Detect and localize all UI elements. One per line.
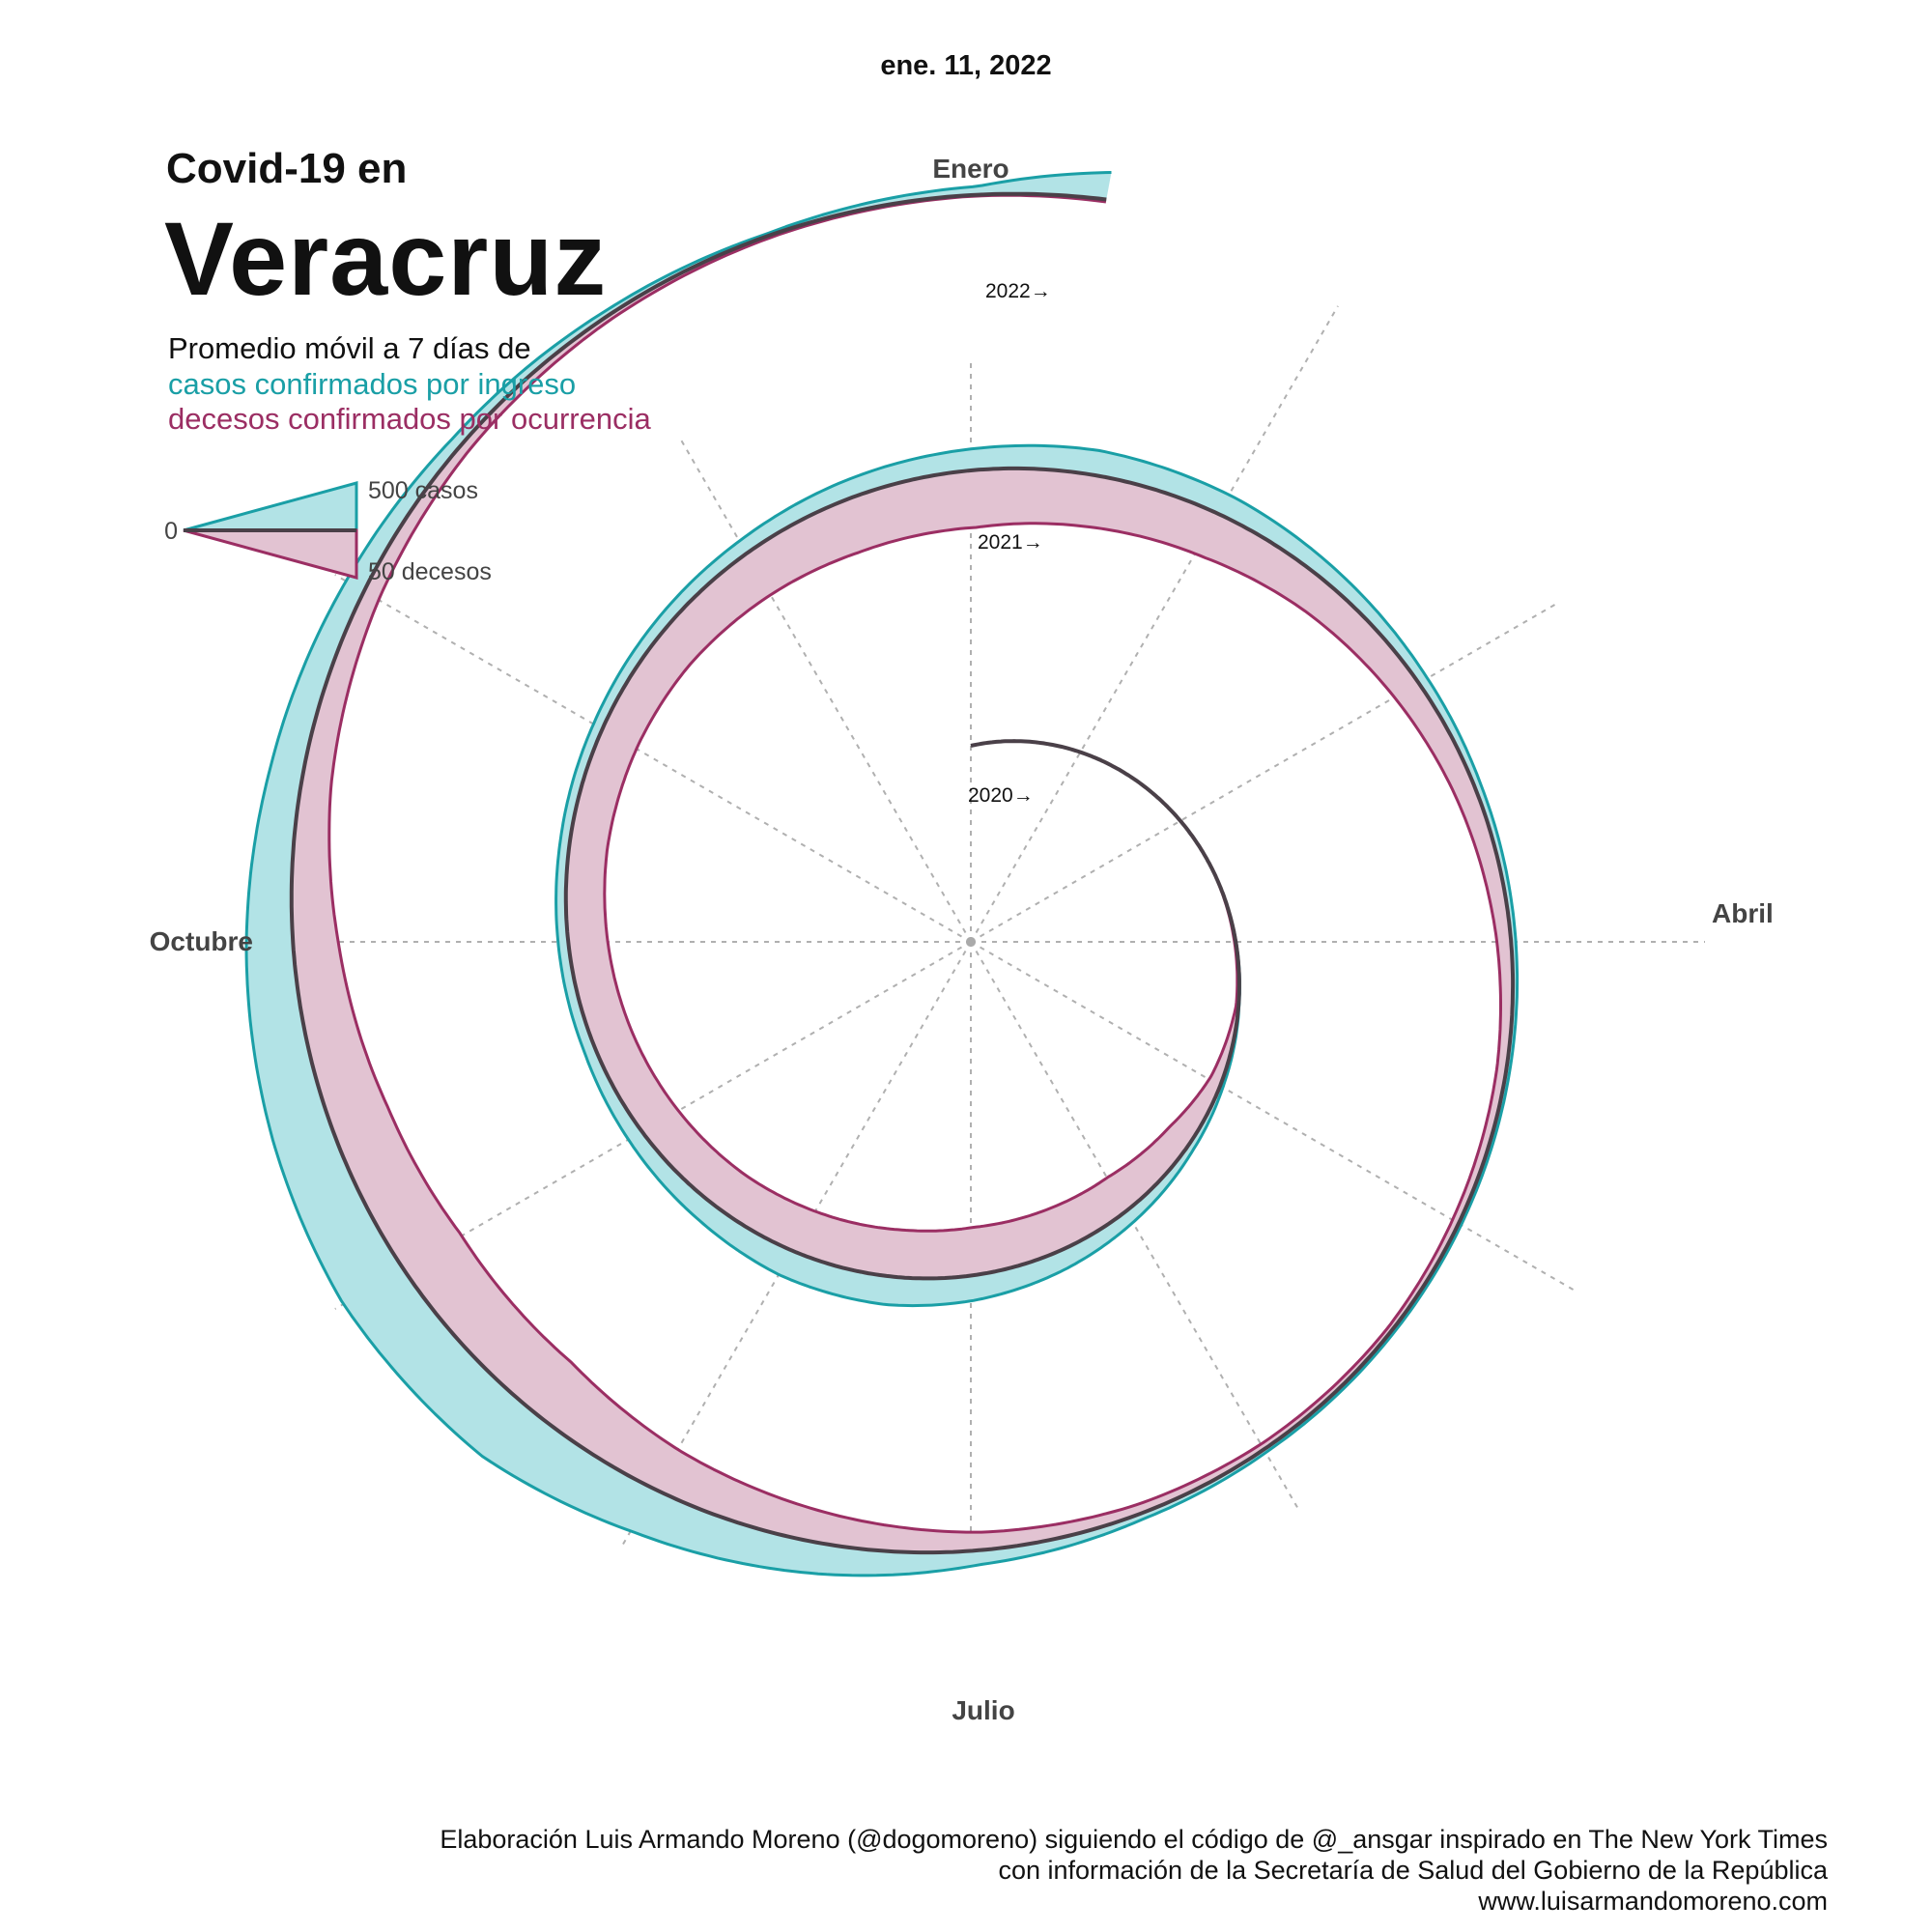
credits-line-source: con información de la Secretaría de Salu…	[998, 1856, 1828, 1885]
current-date: ene. 11, 2022	[880, 50, 1052, 81]
month-label-abril: Abril	[1712, 898, 1774, 928]
spiral-baseline	[289, 191, 1516, 1555]
credits-line-website: www.luisarmandomoreno.com	[1478, 1887, 1828, 1916]
month-gridline	[970, 305, 1339, 943]
subtitle-cases: casos confirmados por ingreso	[168, 367, 577, 401]
credits: Elaboración Luis Armando Moreno (@dogomo…	[440, 1824, 1828, 1917]
cases-area-line	[244, 171, 1520, 1577]
legend-deaths-wedge	[183, 528, 358, 580]
legend-zero-label: 0	[164, 518, 178, 545]
cases-area-fill	[246, 172, 1518, 1576]
legend-cases-wedge	[183, 481, 358, 532]
month-gridline	[970, 941, 1300, 1512]
credits-line-author: Elaboración Luis Armando Moreno (@dogomo…	[440, 1825, 1828, 1854]
deaths-area-fill	[291, 193, 1514, 1553]
title-prefix: Covid-19 en	[166, 145, 408, 192]
page-title: Veracruz	[164, 200, 608, 317]
month-gridline	[970, 603, 1557, 943]
month-label-octubre: Octubre	[150, 926, 253, 956]
year-label-2022: 2022→	[985, 280, 1051, 302]
month-gridline	[680, 439, 972, 943]
legend: 0 500 casos 50 decesos	[164, 477, 492, 585]
legend-cases-label: 500 casos	[368, 477, 478, 504]
year-label-2021: 2021→	[978, 531, 1043, 554]
spiral-labels: Enero Abril Julio Octubre 2020→ 2021→ 20…	[150, 154, 1774, 1725]
month-label-enero: Enero	[932, 154, 1009, 184]
data-areas	[244, 171, 1520, 1577]
subtitle: Promedio móvil a 7 días de	[168, 331, 531, 365]
month-label-julio: Julio	[952, 1695, 1014, 1725]
deaths-area-line	[327, 193, 1502, 1534]
center-point	[966, 937, 976, 947]
legend-deaths-label: 50 decesos	[368, 558, 492, 585]
subtitle-deaths: decesos confirmados por ocurrencia	[168, 402, 651, 436]
year-label-2020: 2020→	[968, 784, 1034, 807]
